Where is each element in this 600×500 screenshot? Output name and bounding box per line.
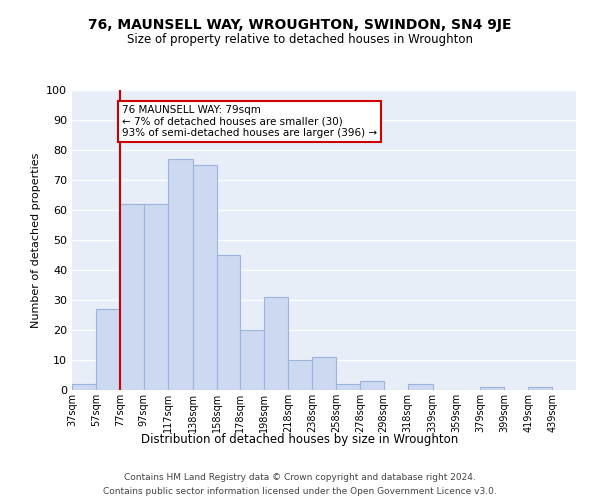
Text: 76, MAUNSELL WAY, WROUGHTON, SWINDON, SN4 9JE: 76, MAUNSELL WAY, WROUGHTON, SWINDON, SN… xyxy=(88,18,512,32)
Bar xyxy=(217,255,241,390)
Bar xyxy=(360,381,384,390)
Bar xyxy=(312,357,336,390)
Text: Contains HM Land Registry data © Crown copyright and database right 2024.: Contains HM Land Registry data © Crown c… xyxy=(124,472,476,482)
Bar xyxy=(72,384,96,390)
Text: 76 MAUNSELL WAY: 79sqm
← 7% of detached houses are smaller (30)
93% of semi-deta: 76 MAUNSELL WAY: 79sqm ← 7% of detached … xyxy=(122,105,377,138)
Bar xyxy=(336,384,360,390)
Bar xyxy=(167,159,193,390)
Bar xyxy=(407,384,433,390)
Bar xyxy=(264,297,288,390)
Bar xyxy=(288,360,312,390)
Y-axis label: Number of detached properties: Number of detached properties xyxy=(31,152,41,328)
Bar xyxy=(241,330,264,390)
Text: Distribution of detached houses by size in Wroughton: Distribution of detached houses by size … xyxy=(142,432,458,446)
Bar xyxy=(143,204,167,390)
Bar xyxy=(96,309,120,390)
Text: Contains public sector information licensed under the Open Government Licence v3: Contains public sector information licen… xyxy=(103,488,497,496)
Bar xyxy=(528,387,552,390)
Bar xyxy=(193,165,217,390)
Text: Size of property relative to detached houses in Wroughton: Size of property relative to detached ho… xyxy=(127,32,473,46)
Bar xyxy=(120,204,143,390)
Bar xyxy=(481,387,505,390)
